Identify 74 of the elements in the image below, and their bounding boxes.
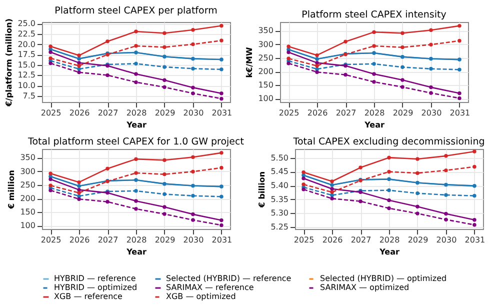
y-tick-label: 350: [258, 26, 274, 36]
x-tick-label: 2031: [212, 236, 232, 244]
y-axis-title: € billion: [258, 171, 267, 209]
x-tick-label: 2030: [421, 108, 442, 118]
x-tick-label: 2031: [464, 236, 486, 244]
x-tick-label: 2028: [379, 236, 400, 244]
x-tick-label: 2029: [154, 236, 176, 244]
x-tick-label: 2026: [307, 108, 328, 118]
y-tick-label: 200: [258, 67, 274, 76]
y-tick-label: 25.0: [18, 19, 36, 28]
legend-label: HYBRID — optimized: [54, 283, 138, 292]
y-tick-label: 300: [258, 40, 274, 49]
x-axis-title: Year: [126, 120, 146, 130]
legend-label: SARIMAX — optimized: [320, 283, 410, 292]
x-tick-label: 2029: [408, 236, 428, 244]
x-tick-label: 2029: [154, 108, 176, 118]
x-tick-label: 2026: [69, 236, 90, 244]
y-tick-label: 5.25: [270, 222, 288, 232]
x-tick-label: 2030: [183, 108, 204, 118]
y-tick-label: 5.40: [270, 181, 288, 190]
y-tick-label: 17.5: [18, 50, 36, 60]
y-tick-label: 5.30: [270, 208, 288, 218]
x-tick-label: 2027: [98, 236, 118, 244]
y-tick-label: 100: [20, 221, 36, 230]
y-tick-label: 22.5: [18, 29, 36, 38]
y-axis-title: k€/MW: [245, 47, 254, 78]
x-axis-title: Year: [364, 120, 384, 130]
legend-label: Selected (HYBRID) — reference: [166, 274, 292, 283]
y-tick-label: 150: [258, 80, 274, 90]
y-tick-label: 150: [20, 208, 36, 217]
y-tick-label: 200: [20, 194, 36, 204]
x-tick-label: 2025: [294, 236, 314, 244]
legend-label: XGB — optimized: [166, 292, 236, 301]
y-tick-label: 250: [20, 180, 36, 190]
y-tick-label: 350: [20, 153, 36, 162]
y-tick-label: 5.35: [270, 194, 288, 204]
legend-label: HYBRID — reference: [54, 274, 136, 283]
y-tick-label: 100: [258, 94, 274, 104]
x-tick-label: 2025: [40, 108, 62, 118]
x-axis-title: Year: [378, 248, 400, 256]
x-tick-label: 2030: [436, 236, 457, 244]
legend-label: XGB — reference: [54, 292, 123, 301]
x-tick-label: 2027: [98, 108, 118, 118]
chart-title: Platform steel CAPEX per platform: [54, 5, 218, 16]
x-tick-label: 2026: [69, 108, 90, 118]
x-tick-label: 2026: [322, 236, 343, 244]
y-tick-label: 7.5: [22, 91, 36, 100]
x-tick-label: 2031: [212, 108, 232, 118]
x-tick-label: 2028: [364, 108, 385, 118]
x-tick-label: 2025: [40, 236, 62, 244]
y-tick-label: 15.0: [18, 60, 36, 70]
x-tick-label: 2031: [450, 108, 470, 118]
y-tick-label: 5.45: [270, 167, 288, 176]
chart-title: Total CAPEX excluding decommissioning: [292, 136, 485, 148]
y-tick-label: 5.50: [270, 153, 288, 162]
legend-label: Selected (HYBRID) — optimized: [320, 274, 447, 283]
x-axis-title: Year: [126, 248, 146, 256]
x-tick-label: 2028: [126, 108, 147, 118]
y-tick-label: 10.0: [18, 81, 36, 90]
x-tick-label: 2029: [392, 108, 414, 118]
y-tick-label: 250: [258, 53, 274, 62]
x-tick-label: 2027: [336, 108, 356, 118]
x-tick-label: 2025: [278, 108, 300, 118]
y-tick-label: 300: [20, 166, 36, 176]
y-tick-label: 20.0: [18, 40, 36, 49]
chart-title: Total platform steel CAPEX for 1.0 GW project: [27, 136, 244, 148]
x-tick-label: 2030: [183, 236, 204, 244]
x-tick-label: 2028: [126, 236, 147, 244]
y-axis-title: € million: [7, 170, 16, 210]
x-tick-label: 2027: [350, 236, 372, 244]
chart-title: Platform steel CAPEX intensity: [302, 10, 447, 20]
legend-label: SARIMAX — reference: [166, 283, 254, 292]
y-axis-title: €/platform (million): [4, 18, 14, 108]
y-tick-label: 12.5: [18, 70, 36, 80]
